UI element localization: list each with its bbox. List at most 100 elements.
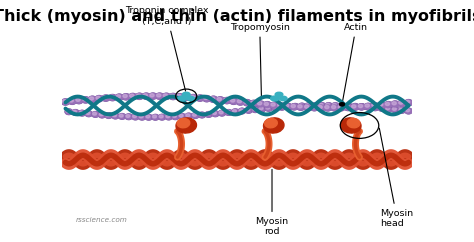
Ellipse shape (177, 94, 181, 98)
Ellipse shape (155, 93, 164, 99)
Ellipse shape (203, 96, 210, 101)
Ellipse shape (119, 114, 123, 117)
Text: Tropomyosin: Tropomyosin (230, 23, 290, 98)
Ellipse shape (365, 104, 372, 110)
Ellipse shape (136, 93, 144, 99)
Ellipse shape (312, 103, 316, 106)
Ellipse shape (325, 103, 332, 108)
Ellipse shape (391, 101, 399, 107)
Ellipse shape (270, 103, 278, 108)
Ellipse shape (305, 105, 309, 108)
Ellipse shape (352, 104, 359, 109)
Ellipse shape (72, 110, 79, 115)
Ellipse shape (331, 105, 338, 111)
Ellipse shape (398, 108, 405, 113)
Ellipse shape (177, 118, 190, 128)
Ellipse shape (106, 113, 110, 116)
Ellipse shape (96, 96, 100, 99)
Ellipse shape (182, 92, 190, 97)
Ellipse shape (317, 105, 325, 111)
Ellipse shape (283, 104, 292, 109)
Ellipse shape (332, 103, 339, 108)
Ellipse shape (137, 94, 141, 97)
Ellipse shape (259, 107, 263, 110)
Ellipse shape (233, 110, 237, 113)
Ellipse shape (170, 94, 174, 97)
Ellipse shape (219, 111, 226, 116)
Ellipse shape (212, 112, 217, 114)
Ellipse shape (371, 103, 379, 109)
Ellipse shape (331, 106, 336, 109)
Ellipse shape (243, 100, 251, 106)
Text: Thick (myosin) and thin (actin) filaments in myofibrils: Thick (myosin) and thin (actin) filament… (0, 9, 474, 24)
Ellipse shape (125, 114, 132, 120)
Ellipse shape (82, 98, 87, 101)
Ellipse shape (149, 93, 157, 99)
Text: Troponin complex
(T,C,and I): Troponin complex (T,C,and I) (125, 6, 209, 91)
Ellipse shape (305, 103, 312, 109)
Ellipse shape (344, 105, 352, 110)
Ellipse shape (166, 115, 170, 118)
Ellipse shape (85, 111, 92, 116)
Ellipse shape (145, 114, 152, 120)
Ellipse shape (62, 99, 70, 105)
Ellipse shape (237, 100, 242, 103)
Ellipse shape (305, 103, 312, 108)
Ellipse shape (68, 98, 76, 104)
Ellipse shape (265, 106, 272, 111)
Ellipse shape (297, 104, 305, 110)
Ellipse shape (311, 103, 319, 108)
Ellipse shape (143, 94, 147, 97)
Ellipse shape (352, 104, 359, 109)
Ellipse shape (182, 94, 191, 100)
Ellipse shape (385, 106, 392, 112)
Ellipse shape (338, 103, 346, 109)
Ellipse shape (366, 105, 370, 108)
Ellipse shape (116, 95, 120, 98)
Ellipse shape (149, 93, 157, 99)
Ellipse shape (72, 110, 79, 115)
Ellipse shape (292, 104, 299, 109)
Ellipse shape (109, 95, 114, 98)
Ellipse shape (79, 111, 83, 114)
Ellipse shape (102, 95, 109, 101)
Ellipse shape (122, 94, 130, 100)
Ellipse shape (153, 115, 156, 118)
Ellipse shape (319, 103, 323, 106)
Ellipse shape (385, 102, 390, 106)
Ellipse shape (311, 105, 316, 108)
Ellipse shape (68, 98, 76, 104)
Ellipse shape (279, 96, 287, 101)
Ellipse shape (285, 104, 292, 109)
Ellipse shape (203, 96, 211, 102)
Ellipse shape (325, 103, 332, 108)
Ellipse shape (190, 95, 197, 100)
Ellipse shape (123, 94, 127, 98)
Ellipse shape (256, 101, 264, 107)
Ellipse shape (258, 106, 265, 112)
Ellipse shape (252, 107, 259, 112)
Ellipse shape (129, 94, 137, 99)
Ellipse shape (82, 97, 90, 103)
Ellipse shape (245, 108, 252, 113)
Text: rsscience.com: rsscience.com (76, 217, 128, 223)
Ellipse shape (130, 94, 134, 97)
Ellipse shape (176, 94, 184, 100)
Ellipse shape (318, 106, 322, 109)
Ellipse shape (112, 113, 119, 119)
Ellipse shape (378, 102, 386, 108)
Ellipse shape (204, 96, 208, 99)
Ellipse shape (176, 118, 197, 133)
Ellipse shape (229, 98, 237, 104)
Ellipse shape (378, 106, 385, 111)
Ellipse shape (238, 108, 246, 113)
Ellipse shape (185, 113, 192, 119)
Ellipse shape (192, 113, 196, 116)
Ellipse shape (79, 111, 86, 116)
Ellipse shape (63, 100, 67, 103)
Ellipse shape (189, 94, 197, 101)
Ellipse shape (332, 103, 337, 106)
Ellipse shape (306, 104, 310, 106)
Ellipse shape (404, 100, 412, 106)
Ellipse shape (105, 113, 112, 118)
